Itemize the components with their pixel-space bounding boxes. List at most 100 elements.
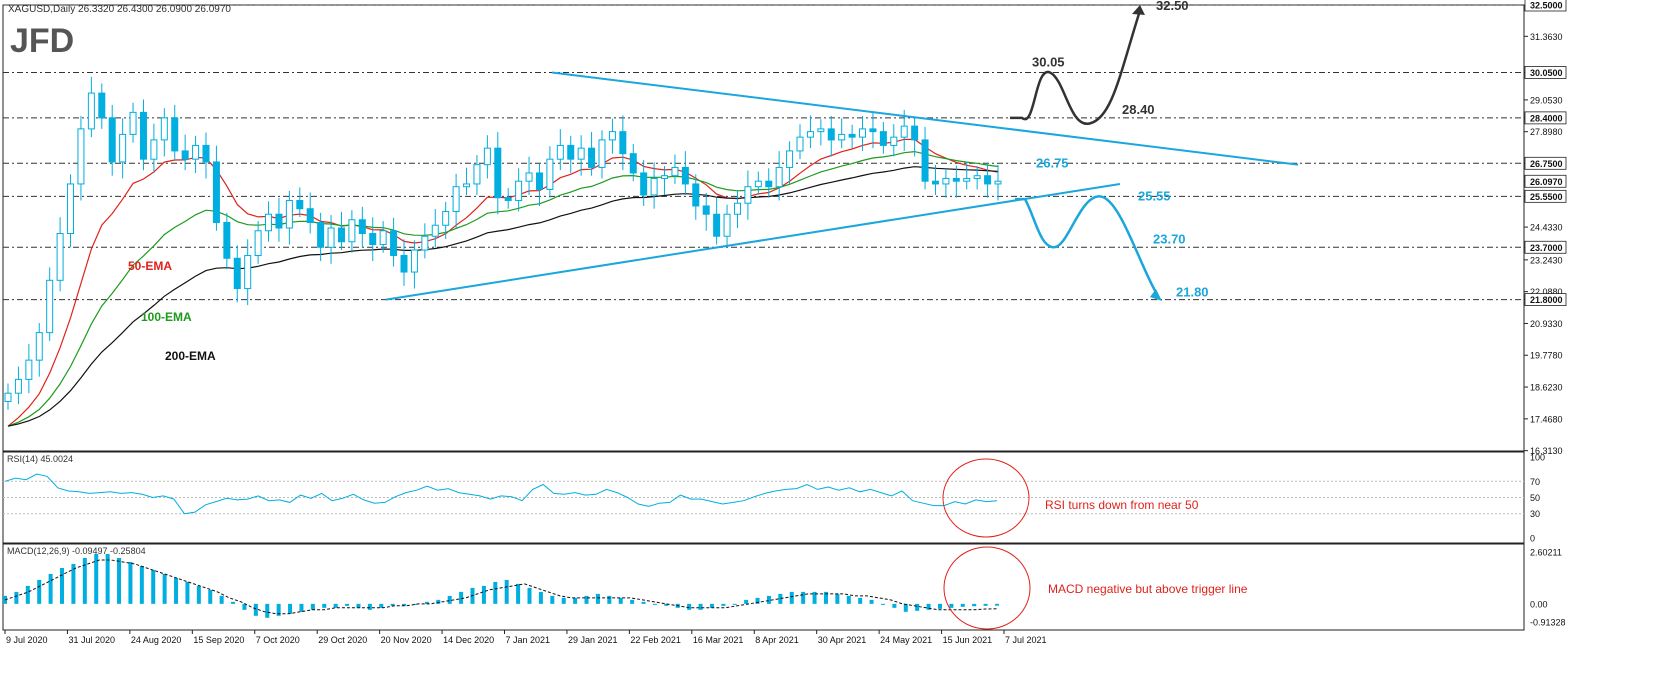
candle-body — [754, 180, 762, 188]
candle-body — [723, 213, 731, 237]
candle-body — [400, 255, 408, 273]
candle-body — [567, 144, 575, 160]
macd-bar — [709, 603, 714, 608]
macd-bar — [755, 597, 760, 604]
macd-bar — [48, 573, 53, 604]
y-tick-label: 31.3630 — [1530, 32, 1563, 42]
candle-body — [337, 227, 345, 243]
candle-body — [306, 208, 314, 223]
trendline-upper — [551, 71, 1299, 166]
x-tick-label: 29 Jan 2021 — [568, 635, 618, 645]
macd-y-label: 0.00 — [1530, 599, 1548, 609]
y-tick-label-box — [1524, 174, 1567, 188]
candle-body — [806, 131, 814, 138]
candle-body — [681, 166, 689, 185]
macd-bar — [721, 603, 726, 606]
macd-bar — [128, 561, 133, 604]
candle-body — [973, 175, 981, 179]
candle-body — [994, 180, 1002, 185]
x-tick-label: 15 Jun 2021 — [943, 635, 993, 645]
macd-bar — [812, 591, 817, 604]
candle-body — [692, 183, 700, 207]
candle-body — [942, 177, 950, 185]
macd-bar — [618, 597, 623, 604]
rsi-line — [4, 473, 998, 515]
macd-bar — [926, 603, 931, 610]
candle-body — [139, 111, 147, 160]
y-tick-label-box — [1524, 66, 1567, 79]
candle-body — [77, 128, 85, 185]
price-pane-frame — [2, 4, 1525, 452]
macd-bar — [561, 597, 566, 604]
y-tick-label: 30.0500 — [1530, 68, 1563, 78]
y-tick-label: 20.9330 — [1530, 319, 1563, 329]
macd-bar — [345, 603, 350, 606]
y-tick-label: 18.6230 — [1530, 383, 1563, 393]
macd-bar — [322, 603, 327, 608]
x-tick-label: 24 May 2021 — [880, 635, 932, 645]
candle-body — [619, 131, 627, 155]
macd-bar — [25, 585, 30, 604]
macd-bar — [504, 579, 509, 604]
x-tick-label: 31 Jul 2020 — [68, 635, 115, 645]
candle-body — [494, 147, 502, 199]
macd-bar — [276, 603, 281, 616]
macd-bar — [333, 603, 338, 608]
candle-body — [817, 128, 825, 133]
candle-body — [848, 133, 856, 138]
level-label-23.70: 23.70 — [1153, 231, 1186, 246]
candle-body — [275, 213, 283, 229]
macd-bar — [356, 603, 361, 608]
rsi-title: RSI(14) 45.0024 — [7, 454, 73, 464]
candle-body — [160, 117, 168, 141]
candle-body — [56, 233, 64, 281]
bull-arrow-head — [1132, 5, 1145, 15]
chart-symbol-header: XAGUSD,Daily 26.3320 26.4300 26.0900 26.… — [8, 4, 231, 15]
rsi-y-label: 100 — [1530, 453, 1545, 463]
rsi-note: RSI turns down from near 50 — [1045, 498, 1199, 512]
y-tick-label: 22.0880 — [1530, 287, 1563, 297]
macd-bar — [71, 563, 76, 604]
macd-bar — [481, 585, 486, 604]
macd-bar — [835, 593, 840, 604]
macd-bar — [151, 569, 156, 604]
x-tick-label: 20 Nov 2020 — [381, 635, 432, 645]
candle-body — [608, 131, 616, 141]
candle-body — [452, 186, 460, 212]
macd-bar — [664, 603, 669, 606]
candle-body — [244, 255, 252, 290]
macd-bar — [915, 603, 920, 611]
rsi-y-label: 70 — [1530, 477, 1540, 487]
candle-body — [212, 161, 220, 223]
candle-body — [671, 166, 679, 177]
macd-bar — [105, 553, 110, 604]
y-tick-label: 26.0970 — [1530, 177, 1563, 187]
macd-bar — [117, 557, 122, 604]
rsi-y-label: 30 — [1530, 509, 1540, 519]
candle-body — [171, 117, 179, 152]
x-tick-label: 15 Sep 2020 — [193, 635, 244, 645]
y-tick-label: 25.5500 — [1530, 192, 1563, 202]
candle-body — [588, 147, 596, 168]
macd-bar — [789, 591, 794, 604]
macd-bar — [174, 577, 179, 604]
macd-bar — [516, 583, 521, 604]
macd-bar — [447, 595, 452, 604]
y-tick-label: 16.3130 — [1530, 446, 1563, 456]
y-tick-label: 27.8980 — [1530, 127, 1563, 137]
candle-body — [661, 175, 669, 179]
macd-bar — [744, 599, 749, 604]
x-tick-label: 24 Aug 2020 — [131, 635, 182, 645]
level-label-25.55: 25.55 — [1138, 188, 1171, 203]
candle-body — [181, 150, 189, 160]
x-tick-label: 9 Jul 2020 — [6, 635, 48, 645]
candle-body — [890, 136, 898, 146]
macd-bar — [892, 603, 897, 608]
candle-body — [744, 186, 752, 204]
candle-body — [515, 180, 523, 201]
macd-bar — [858, 597, 863, 604]
macd-bar — [37, 579, 42, 604]
macd-bar — [573, 597, 578, 604]
macd-bar — [436, 599, 441, 604]
level-label-32.50: 32.50 — [1156, 0, 1189, 13]
